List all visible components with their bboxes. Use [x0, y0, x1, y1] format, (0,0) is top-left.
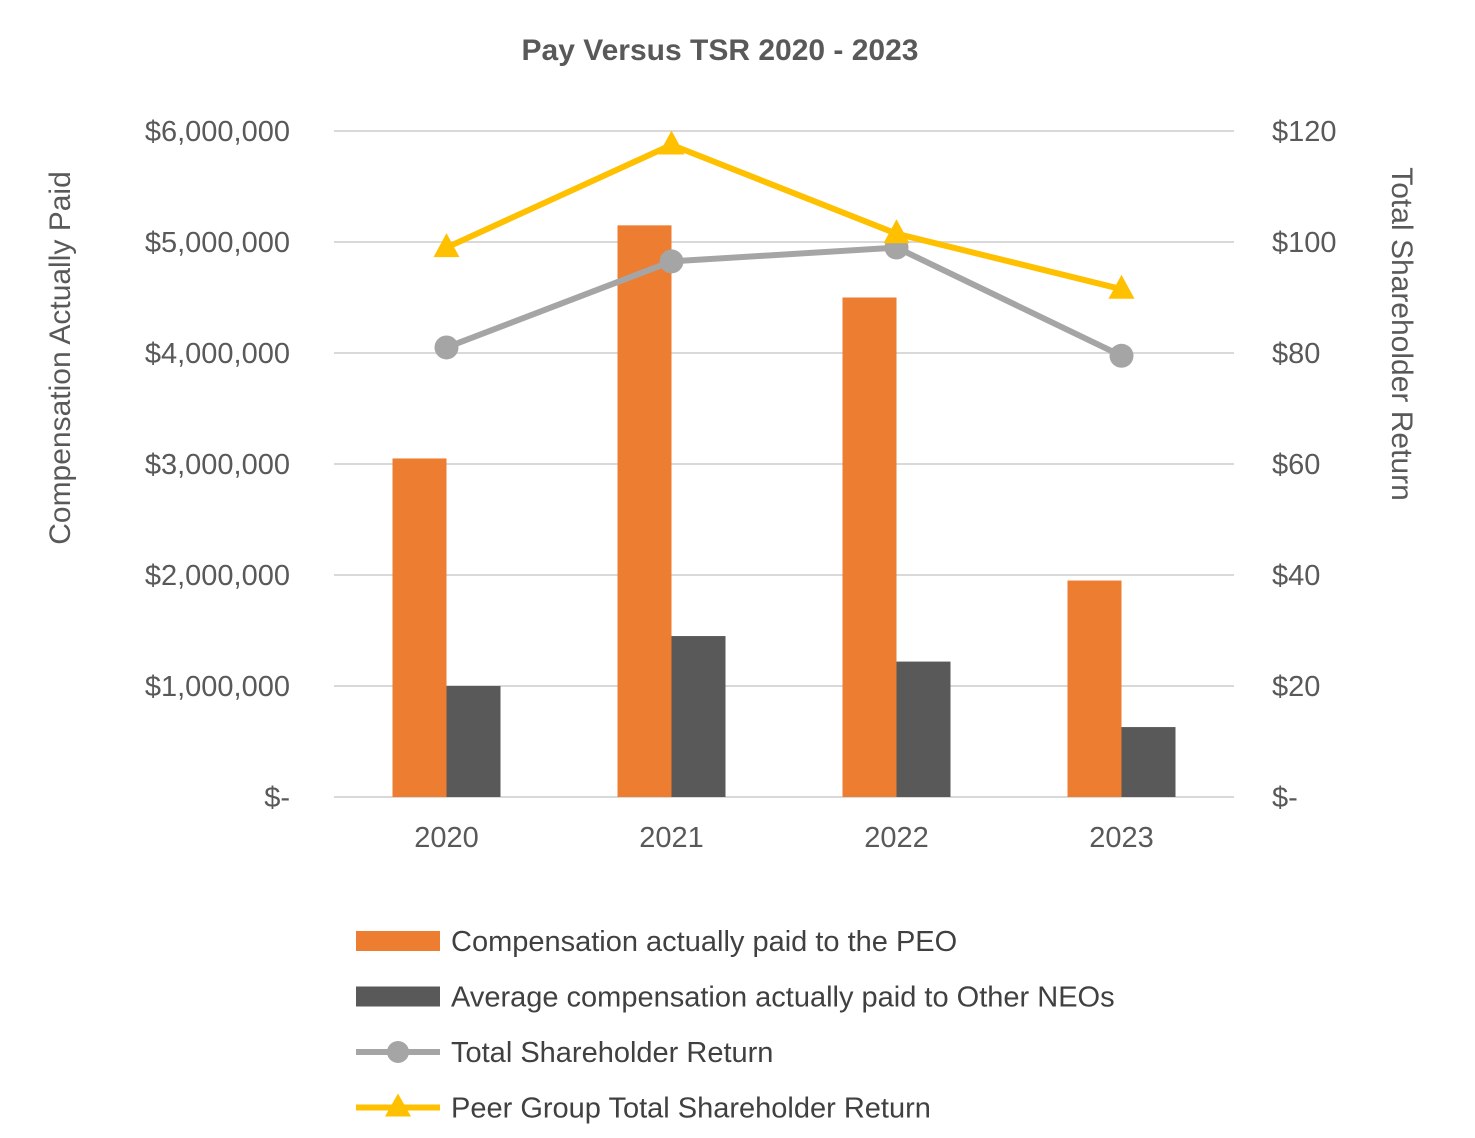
legend: Compensation actually paid to the PEO Ave…: [356, 926, 1115, 1125]
right-axis-tick-labels: $- $20 $40 $60 $80 $100 $120: [1272, 116, 1337, 814]
left-tick-label: $4,000,000: [145, 338, 290, 370]
left-tick-label: $-: [264, 782, 290, 814]
legend-marker: [387, 1041, 409, 1063]
neo-compensation-bar: [446, 686, 501, 797]
peo-compensation-bar: [842, 297, 897, 797]
x-tick-label: 2023: [1089, 822, 1154, 854]
legend-marker: [385, 1093, 411, 1117]
right-tick-label: $-: [1272, 782, 1298, 814]
peer-tsr-point: [433, 233, 460, 258]
legend-label: Average compensation actually paid to Ot…: [451, 982, 1115, 1014]
legend-label: Compensation actually paid to the PEO: [451, 926, 957, 958]
tsr-line: [445, 244, 1123, 359]
peo-compensation-bar: [617, 225, 672, 798]
neo-compensation-bar: [1121, 727, 1176, 797]
left-tick-label: $2,000,000: [145, 560, 290, 592]
neo-compensation-bar: [671, 636, 726, 797]
neo-compensation-bar: [896, 661, 951, 797]
x-axis-tick-labels: 2020 2021 2022 2023: [414, 822, 1154, 854]
legend-swatch: [356, 986, 440, 1007]
x-tick-label: 2022: [864, 822, 929, 854]
bar-series-group: [392, 225, 1176, 798]
legend-label: Total Shareholder Return: [451, 1037, 773, 1069]
peer-tsr-point: [658, 130, 685, 155]
right-tick-label: $60: [1272, 449, 1320, 481]
left-axis-tick-labels: $- $1,000,000 $2,000,000 $3,000,000 $4,000,0…: [145, 116, 290, 814]
peo-compensation-bar: [392, 458, 447, 797]
tsr-point: [659, 249, 684, 274]
line-series-group: [433, 130, 1135, 368]
left-tick-label: $6,000,000: [145, 116, 290, 148]
chart-title: Pay Versus TSR 2020 - 2023: [522, 34, 919, 67]
x-tick-label: 2021: [639, 822, 704, 854]
legend-swatch: [356, 931, 440, 951]
tsr-point: [1109, 343, 1134, 368]
right-axis-title: Total Shareholder Return: [1385, 167, 1418, 501]
right-tick-label: $100: [1272, 227, 1337, 259]
legend-label: Peer Group Total Shareholder Return: [451, 1093, 931, 1125]
peer-tsr-line: [445, 141, 1123, 293]
left-tick-label: $5,000,000: [145, 227, 290, 259]
peer-tsr-point: [883, 219, 910, 244]
left-tick-label: $1,000,000: [145, 671, 290, 703]
right-tick-label: $20: [1272, 671, 1320, 703]
right-tick-label: $80: [1272, 338, 1320, 370]
peer-tsr-point: [1108, 274, 1135, 299]
tsr-point: [434, 335, 459, 360]
peo-compensation-bar: [1067, 580, 1122, 797]
right-tick-label: $120: [1272, 116, 1337, 148]
x-tick-label: 2020: [414, 822, 479, 854]
left-tick-label: $3,000,000: [145, 449, 290, 481]
left-axis-title: Compensation Actually Paid: [44, 171, 77, 545]
right-tick-label: $40: [1272, 560, 1320, 592]
